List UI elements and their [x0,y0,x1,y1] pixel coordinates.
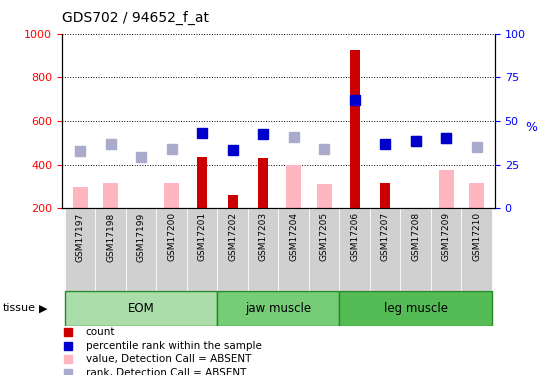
Bar [350,50,359,208]
Bar [316,184,332,208]
Bar [309,208,339,291]
Bar [462,208,492,291]
Text: GSM17203: GSM17203 [259,212,268,261]
Bar [217,291,339,326]
Text: GSM17202: GSM17202 [228,212,237,261]
Bar [65,208,95,291]
Bar [157,208,187,291]
Text: GSM17209: GSM17209 [442,212,451,261]
Text: ▶: ▶ [39,303,48,313]
Text: GSM17207: GSM17207 [381,212,390,261]
Text: GSM17199: GSM17199 [137,212,146,261]
Bar [431,208,462,291]
Bar [286,165,301,208]
Text: value, Detection Call = ABSENT: value, Detection Call = ABSENT [86,354,251,364]
Text: leg muscle: leg muscle [384,302,448,315]
Bar [339,291,492,326]
Text: GSM17200: GSM17200 [167,212,176,261]
Bar [103,183,118,208]
Bar [187,208,217,291]
Bar [248,208,279,291]
Bar [73,188,88,208]
Bar [380,183,390,208]
Bar [258,158,268,208]
Bar [370,208,400,291]
Bar [126,208,157,291]
Text: count: count [86,327,115,337]
Text: tissue: tissue [3,303,36,313]
Text: GSM17208: GSM17208 [411,212,420,261]
Text: EOM: EOM [128,302,154,315]
Text: GSM17198: GSM17198 [106,212,115,261]
Bar [400,208,431,291]
Text: rank, Detection Call = ABSENT: rank, Detection Call = ABSENT [86,368,246,375]
Bar [279,208,309,291]
Bar [217,208,248,291]
Bar [438,170,454,208]
Text: GDS702 / 94652_f_at: GDS702 / 94652_f_at [62,11,209,26]
Bar [164,183,179,208]
Text: GSM17210: GSM17210 [472,212,481,261]
Text: GSM17205: GSM17205 [320,212,329,261]
Bar [339,208,370,291]
Bar [197,157,207,208]
Bar [469,183,484,208]
Text: jaw muscle: jaw muscle [245,302,312,315]
Text: GSM17206: GSM17206 [350,212,359,261]
Bar [95,208,126,291]
Y-axis label: %: % [525,121,537,134]
Bar [228,195,238,208]
Text: GSM17204: GSM17204 [289,212,298,261]
Text: GSM17197: GSM17197 [76,212,84,261]
Text: percentile rank within the sample: percentile rank within the sample [86,341,261,351]
Text: GSM17201: GSM17201 [197,212,207,261]
Bar [65,291,217,326]
